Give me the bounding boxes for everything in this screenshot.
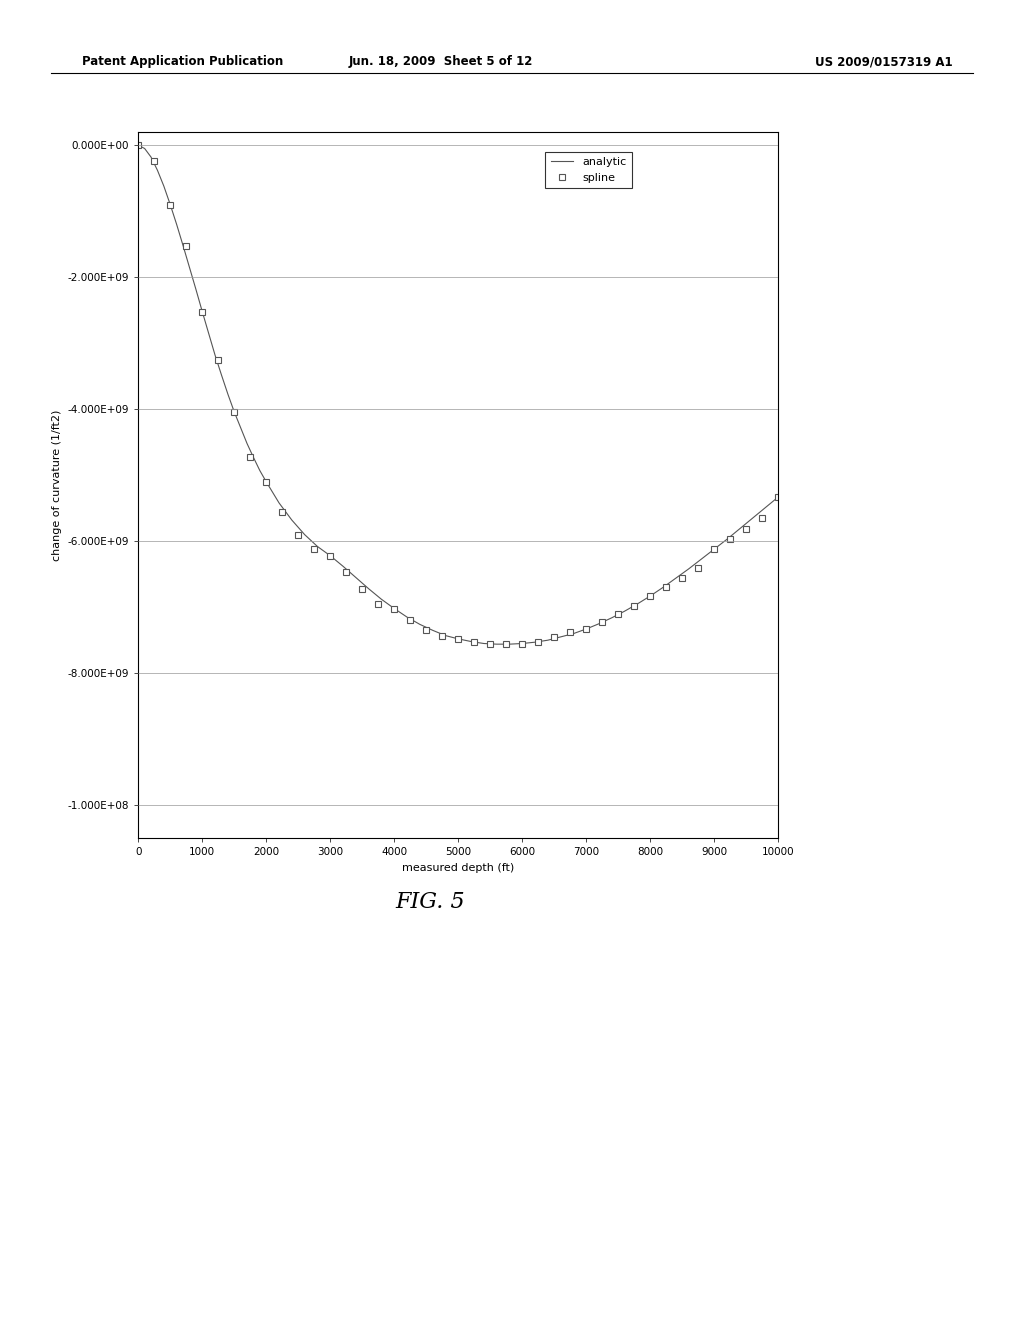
spline [372,597,384,612]
spline [228,404,241,420]
analytic [490,636,503,652]
analytic [414,616,426,632]
spline [516,636,528,652]
Line: spline: spline [135,143,781,647]
spline [724,531,736,546]
spline [468,634,480,649]
spline [164,197,176,213]
spline [596,614,608,630]
spline [692,560,705,576]
spline [340,565,352,581]
spline [756,511,768,527]
spline [580,622,592,638]
Legend: analytic, spline: analytic, spline [546,152,632,189]
spline [612,606,625,622]
spline [484,636,497,652]
analytic [465,634,477,649]
spline [132,137,144,153]
spline [564,624,577,640]
spline [148,153,161,169]
spline [244,449,256,466]
spline [356,581,369,597]
spline [676,570,688,586]
spline [388,601,400,616]
spline [292,527,304,543]
spline [453,631,465,647]
spline [740,521,753,537]
analytic [222,387,234,403]
Text: Patent Application Publication: Patent Application Publication [82,55,284,69]
X-axis label: measured depth (ft): measured depth (ft) [402,863,514,873]
spline [644,589,656,605]
spline [276,504,289,520]
spline [548,630,560,645]
spline [180,238,193,253]
spline [500,636,512,652]
Line: analytic: analytic [138,145,778,644]
analytic [132,137,144,153]
spline [772,490,784,506]
spline [709,541,721,557]
analytic [272,495,285,511]
analytic [772,490,784,506]
spline [628,598,640,614]
spline [260,474,272,490]
spline [532,634,545,649]
spline [308,541,321,557]
spline [404,612,417,628]
spline [212,352,224,368]
spline [660,579,673,595]
Text: US 2009/0157319 A1: US 2009/0157319 A1 [815,55,952,69]
spline [197,304,209,319]
Y-axis label: change of curvature (1/ft2): change of curvature (1/ft2) [52,409,62,561]
spline [436,628,449,644]
analytic [209,347,221,363]
Text: FIG. 5: FIG. 5 [395,891,465,913]
spline [420,623,432,639]
analytic [682,561,694,577]
spline [324,548,336,564]
Text: Jun. 18, 2009  Sheet 5 of 12: Jun. 18, 2009 Sheet 5 of 12 [348,55,532,69]
